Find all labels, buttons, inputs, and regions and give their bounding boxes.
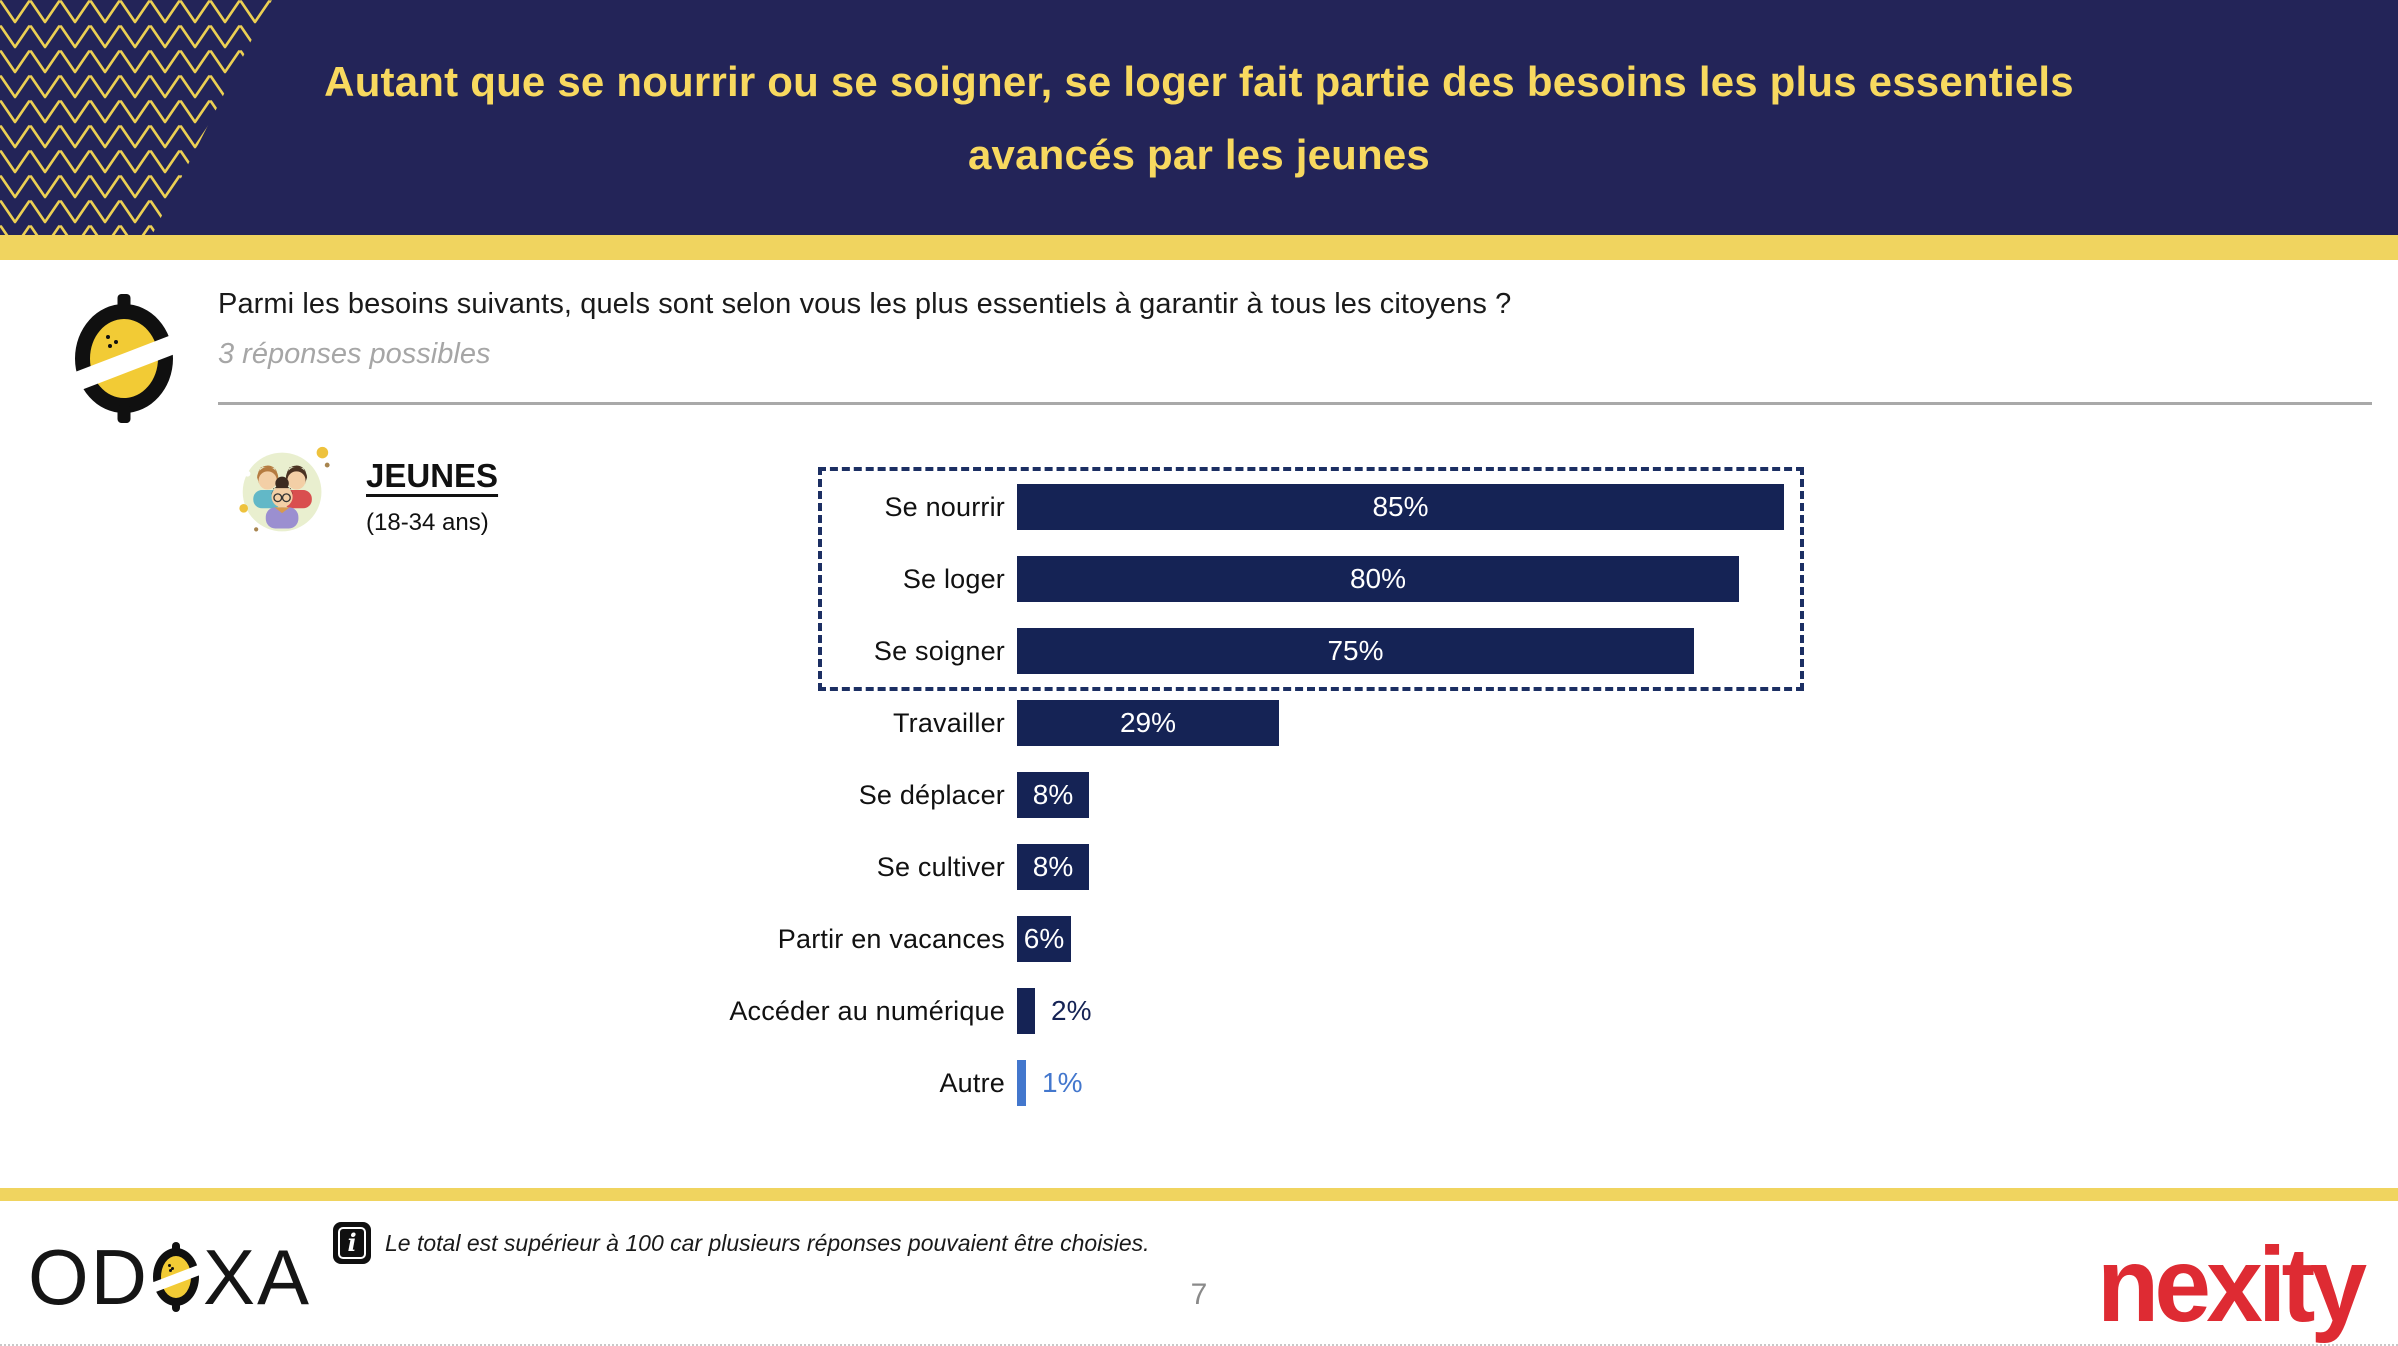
bar-chart: Se nourrir 85% Se loger 80% Se soigner 7…: [560, 471, 2120, 1119]
chart-row-se-nourrir: Se nourrir 85%: [560, 471, 2120, 543]
bar-value-label: 1%: [1042, 1067, 1083, 1098]
category-label: Se déplacer: [858, 779, 1005, 810]
bar-value-label: 80%: [1349, 563, 1407, 594]
category-label: Se loger: [902, 563, 1005, 594]
category-label: Autre: [939, 1067, 1005, 1098]
chart-row-acceder-au-numerique: Accéder au numérique 2%: [560, 975, 2120, 1047]
bar-value-label: 85%: [1372, 491, 1429, 522]
chart-row-se-loger: Se loger 80%: [560, 543, 2120, 615]
category-label: Se nourrir: [884, 491, 1005, 522]
value-bar: 75%: [1017, 628, 1694, 674]
population-label: JEUNES: [366, 457, 499, 494]
footnote-text: Le total est supérieur à 100 car plusieu…: [385, 1229, 1150, 1256]
bar-value-label: 8%: [1032, 779, 1074, 810]
bar-value-label: 8%: [1032, 851, 1074, 882]
chart-row-travailler: Travailler 29%: [560, 687, 2120, 759]
population-age-range: (18-34 ans): [366, 509, 489, 536]
slide-title-line2: avancés par les jeunes: [967, 130, 1430, 178]
question-block: Parmi les besoins suivants, quels sont s…: [218, 288, 2378, 371]
odoxa-mark-icon: [147, 1245, 205, 1309]
value-bar: 80%: [1017, 556, 1739, 602]
value-bar: 85%: [1017, 484, 1784, 530]
chevron-pattern-decoration: [0, 0, 272, 235]
chart-row-partir-en-vacances: Partir en vacances 6%: [560, 903, 2120, 975]
info-icon: i: [333, 1222, 371, 1264]
odoxa-logo-right: XA: [203, 1233, 312, 1321]
population-block: JEUNES (18-34 ans): [236, 443, 498, 539]
category-label: Se cultiver: [876, 851, 1005, 882]
chart-row-se-deplacer: Se déplacer 8%: [560, 759, 2120, 831]
footnote: i Le total est supérieur à 100 car plusi…: [333, 1222, 1150, 1264]
yellow-stripe-top: [0, 235, 2398, 260]
nexity-logo: nexity: [2096, 1226, 2367, 1344]
category-label: Travailler: [892, 707, 1005, 738]
slide-bottom-edge: [0, 1344, 2398, 1346]
odoxa-logo: OD XA: [28, 1238, 311, 1316]
chart-row-se-soigner: Se soigner 75%: [560, 615, 2120, 687]
slide-title: Autant que se nourrir ou se soigner, se …: [0, 0, 2398, 235]
category-label: Partir en vacances: [777, 923, 1005, 954]
question-instruction: 3 réponses possibles: [218, 338, 491, 370]
chart-row-se-cultiver: Se cultiver 8%: [560, 831, 2120, 903]
bar-value-label: 2%: [1051, 995, 1092, 1026]
bar-value-label: 6%: [1023, 923, 1065, 954]
question-text: Parmi les besoins suivants, quels sont s…: [218, 288, 1512, 320]
value-bar: 29%: [1017, 700, 1279, 746]
bar-value-label: 75%: [1327, 635, 1384, 666]
bar-value-label: 29%: [1119, 707, 1177, 738]
header-banner: Autant que se nourrir ou se soigner, se …: [0, 0, 2398, 235]
slide-title-line1: Autant que se nourrir ou se soigner, se …: [324, 57, 2074, 105]
odoxa-mark-icon: [63, 300, 185, 417]
value-bar: 6%: [1017, 916, 1071, 962]
horizontal-divider: [218, 402, 2372, 405]
value-bar: [1017, 988, 1035, 1034]
yellow-stripe-bottom: [0, 1188, 2398, 1201]
value-bar: [1017, 1060, 1026, 1106]
category-label: Accéder au numérique: [729, 995, 1005, 1026]
page-number: 7: [1190, 1278, 1208, 1311]
value-bar: 8%: [1017, 844, 1089, 890]
chart-row-autre: Autre 1%: [560, 1047, 2120, 1119]
young-people-avatar: [239, 446, 330, 532]
category-label: Se soigner: [873, 635, 1005, 666]
odoxa-logo-left: OD: [28, 1233, 149, 1321]
value-bar: 8%: [1017, 772, 1089, 818]
